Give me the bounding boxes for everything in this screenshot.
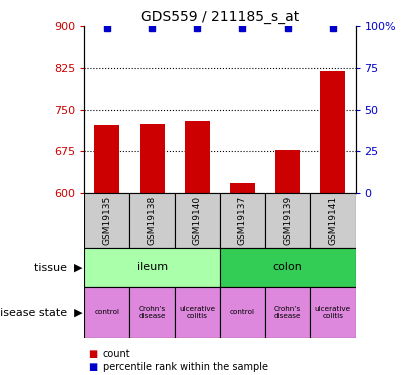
Bar (310, 287, 356, 338)
Text: tissue  ▶: tissue ▶ (34, 262, 82, 272)
Text: Crohn’s
disease: Crohn’s disease (139, 306, 166, 319)
Text: count: count (103, 349, 130, 358)
Bar (84, 193, 129, 248)
Text: GSM19135: GSM19135 (102, 196, 111, 245)
Text: ulcerative
colitis: ulcerative colitis (179, 306, 215, 319)
Bar (220, 287, 265, 338)
Text: ulcerative
colitis: ulcerative colitis (315, 306, 351, 319)
Bar (230, 183, 255, 193)
Text: GSM19141: GSM19141 (328, 196, 337, 245)
Text: colon: colon (273, 262, 302, 272)
Bar (321, 71, 345, 193)
Bar (265, 287, 310, 338)
Text: GSM19140: GSM19140 (193, 196, 202, 245)
Bar (265, 193, 310, 248)
Text: ■: ■ (88, 362, 98, 372)
Text: Crohn’s
disease: Crohn’s disease (274, 306, 301, 319)
Text: control: control (95, 309, 119, 315)
Bar (129, 193, 175, 248)
Text: disease state  ▶: disease state ▶ (0, 307, 82, 317)
Bar (129, 287, 175, 338)
Bar (175, 193, 220, 248)
Bar (185, 121, 210, 193)
Bar (220, 248, 356, 287)
Text: control: control (230, 309, 255, 315)
Bar (220, 193, 265, 248)
Bar (84, 248, 220, 287)
Bar (140, 124, 164, 193)
Bar (95, 125, 119, 193)
Bar (275, 150, 300, 193)
Text: GSM19138: GSM19138 (148, 196, 157, 245)
Bar (310, 193, 356, 248)
Text: percentile rank within the sample: percentile rank within the sample (103, 362, 268, 372)
Title: GDS559 / 211185_s_at: GDS559 / 211185_s_at (141, 10, 299, 24)
Text: GSM19137: GSM19137 (238, 196, 247, 245)
Text: ■: ■ (88, 349, 98, 358)
Bar (175, 287, 220, 338)
Text: ileum: ileum (136, 262, 168, 272)
Bar (84, 287, 129, 338)
Text: GSM19139: GSM19139 (283, 196, 292, 245)
